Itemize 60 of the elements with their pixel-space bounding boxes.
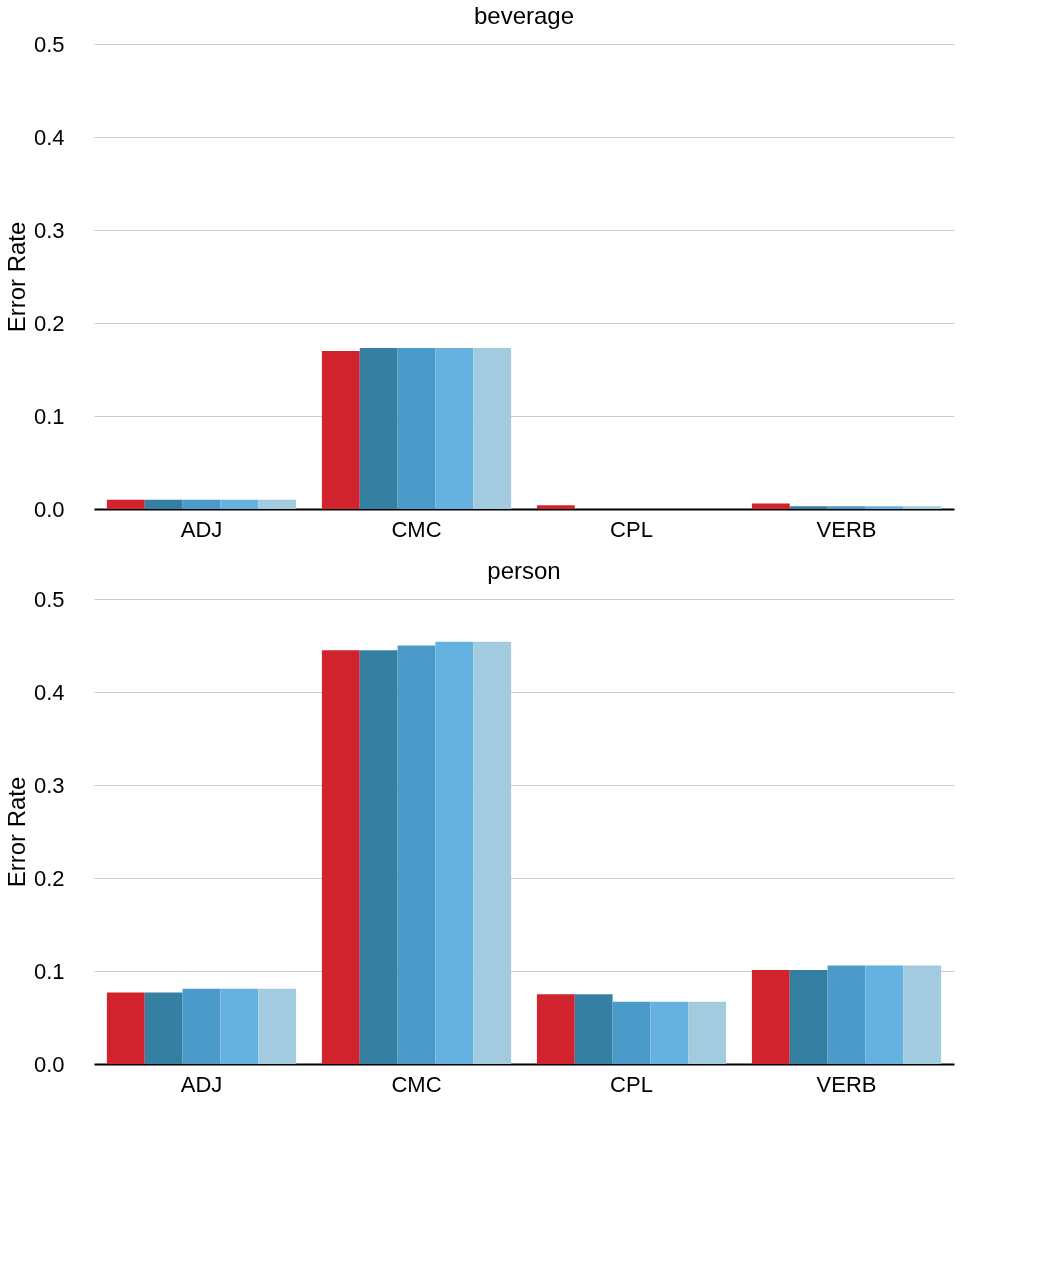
y-tick-label: 0.1 — [33, 403, 65, 429]
bar — [182, 988, 221, 1064]
y-axis-title: Error Rate — [2, 776, 30, 888]
y-tick-label: 0.4 — [33, 679, 65, 705]
x-tick-label: VERB — [816, 516, 877, 542]
bar — [827, 965, 866, 1064]
y-axis-title: Error Rate — [2, 221, 30, 333]
bar — [865, 965, 904, 1064]
x-tick-label: CPL — [610, 516, 653, 542]
bar — [397, 348, 436, 509]
bar — [751, 970, 790, 1064]
y-tick-label: 0.1 — [33, 958, 65, 984]
bar — [220, 499, 259, 509]
bar — [182, 499, 221, 509]
bar — [789, 970, 828, 1064]
bar — [106, 992, 145, 1064]
bar — [220, 988, 259, 1064]
bar — [435, 348, 474, 509]
bar — [827, 506, 866, 509]
y-tick-label: 0.5 — [33, 31, 65, 57]
bar — [865, 506, 904, 509]
x-tick-label: ADJ — [180, 516, 223, 542]
bar — [612, 1001, 651, 1064]
bar — [903, 965, 942, 1064]
x-tick-label: CMC — [391, 1071, 442, 1097]
y-tick-label: 0.2 — [33, 865, 65, 891]
bar — [536, 505, 575, 509]
bar — [359, 650, 398, 1064]
bar — [789, 506, 828, 509]
chart-title: beverage — [473, 2, 575, 29]
bar — [258, 499, 297, 509]
bar — [650, 1001, 689, 1064]
x-tick-label: CMC — [391, 516, 442, 542]
bar — [903, 506, 942, 509]
bar — [321, 650, 360, 1064]
bar — [144, 992, 183, 1064]
bar — [473, 641, 512, 1064]
bar — [359, 348, 398, 509]
x-tick-label: ADJ — [180, 1071, 223, 1097]
bar — [144, 499, 183, 509]
bar — [751, 503, 790, 509]
x-tick-label: CPL — [610, 1071, 653, 1097]
y-tick-label: 0.0 — [33, 1051, 65, 1077]
bar — [574, 994, 613, 1064]
y-tick-label: 0.3 — [33, 772, 65, 798]
y-tick-label: 0.4 — [33, 124, 65, 150]
bar — [397, 645, 436, 1064]
bar — [435, 641, 474, 1064]
bar — [258, 988, 297, 1064]
y-tick-label: 0.3 — [33, 217, 65, 243]
x-tick-label: VERB — [816, 1071, 877, 1097]
y-tick-label: 0.2 — [33, 310, 65, 336]
bar — [688, 1001, 727, 1064]
y-tick-label: 0.0 — [33, 496, 65, 522]
bar — [321, 350, 360, 509]
y-tick-label: 0.5 — [33, 586, 65, 612]
bar — [106, 499, 145, 509]
chart-title: person — [487, 557, 561, 584]
bar — [473, 348, 512, 509]
bar — [536, 994, 575, 1064]
